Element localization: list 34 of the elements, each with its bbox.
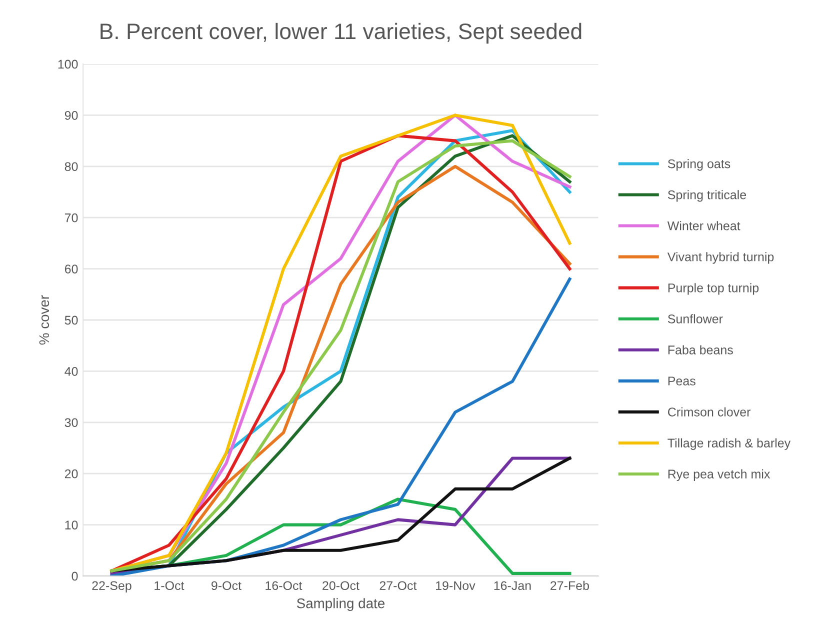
x-tick-label: 1-Oct bbox=[154, 581, 184, 590]
legend-label: Faba beans bbox=[668, 345, 733, 354]
y-tick-label: 30 bbox=[64, 418, 78, 428]
legend-label: Spring triticale bbox=[668, 190, 746, 202]
y-axis-title: % cover bbox=[39, 295, 50, 345]
x-tick-label: 16-Oct bbox=[266, 581, 302, 590]
y-tick-label: 10 bbox=[65, 520, 78, 530]
legend-label: Peas bbox=[668, 376, 696, 386]
legend-label: Vivant hybrid turnip bbox=[667, 252, 774, 264]
y-tick-label: 50 bbox=[64, 316, 78, 325]
y-tick-label: 100 bbox=[58, 60, 78, 69]
legend-label: Rye pea vetch mix bbox=[668, 469, 770, 481]
legend-label: Purple top turnip bbox=[668, 283, 759, 295]
legend-label: Crimson clover bbox=[668, 407, 751, 416]
legend-label: Winter wheat bbox=[667, 221, 740, 230]
y-tick-label: 90 bbox=[64, 111, 78, 120]
y-tick-label: 80 bbox=[64, 162, 78, 172]
y-tick-label: 0 bbox=[72, 572, 78, 581]
y-tick-label: 20 bbox=[64, 469, 78, 478]
x-tick-label: 9-Oct bbox=[212, 581, 242, 590]
legend-label: Sunflower bbox=[668, 314, 723, 324]
x-tick-label: 16-Jan bbox=[494, 581, 531, 590]
x-tick-label: 22-Sep bbox=[92, 581, 132, 593]
legend-label: Tillage radish & barley bbox=[668, 438, 791, 450]
chart-title: B. Percent cover, lower 11 varieties, Sept seeded bbox=[100, 22, 582, 44]
y-tick-label: 70 bbox=[64, 213, 78, 222]
x-axis-title: Sampling date bbox=[296, 598, 384, 612]
y-tick-label: 40 bbox=[64, 367, 78, 376]
x-tick-label: 19-Nov bbox=[436, 581, 476, 590]
x-tick-label: 27-Feb bbox=[550, 580, 589, 590]
legend-label: Spring oats bbox=[668, 159, 730, 171]
y-tick-label: 60 bbox=[64, 264, 78, 274]
x-tick-label: 20-Oct bbox=[322, 581, 360, 590]
x-tick-label: 27-Oct bbox=[380, 581, 417, 590]
